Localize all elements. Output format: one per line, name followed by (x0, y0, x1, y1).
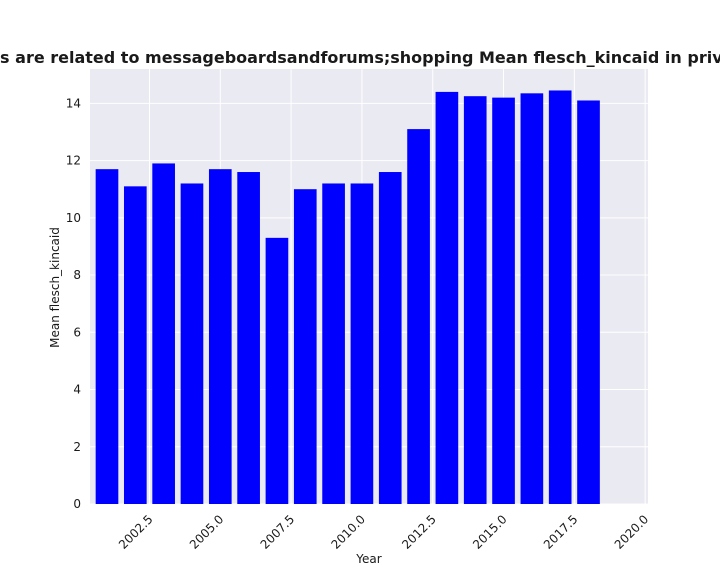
bar-2013 (435, 91, 459, 504)
bar-2003 (152, 163, 175, 504)
x-tick-label: 2005.0 (187, 512, 227, 552)
x-tick-label: 2010.0 (328, 512, 368, 552)
bar-2005 (208, 169, 232, 504)
y-tick-label: 2 (73, 440, 81, 454)
y-tick-label: 14 (66, 96, 81, 110)
y-tick-label: 0 (73, 497, 81, 511)
x-tick-label: 2017.5 (541, 512, 581, 552)
bar-2008 (293, 189, 317, 504)
bar-2011 (378, 172, 402, 505)
x-tick-label: 2007.5 (258, 512, 298, 552)
x-tick-label: 2002.5 (116, 512, 156, 552)
bar-2007 (265, 237, 289, 504)
y-tick-label: 4 (73, 383, 81, 397)
y-axis-label: Mean flesch_kincaid (48, 227, 62, 348)
bar-2010 (350, 183, 374, 504)
bar-2009 (322, 183, 345, 504)
x-tick-label: 2015.0 (470, 512, 510, 552)
chart-title: Categories are related to messageboardsa… (0, 48, 720, 67)
bar-2006 (237, 172, 260, 505)
y-tick-label: 8 (73, 268, 81, 282)
y-tick-label: 10 (66, 211, 81, 225)
bar-2002 (123, 186, 147, 505)
bar-2015 (492, 97, 515, 505)
bar-2012 (407, 129, 430, 504)
x-tick-label: 2012.5 (399, 512, 439, 552)
plot-area-group: 0 2 4 6 8 10 12 14 2002.5 2005.0 2007.5 2010.0 2012.… (66, 69, 652, 552)
x-tick-label: 2020.0 (612, 512, 652, 552)
bar-2018 (577, 100, 600, 505)
bar-2004 (180, 183, 204, 504)
x-axis-label: Year (355, 552, 381, 566)
bar-2017 (548, 90, 572, 505)
y-tick-label: 12 (66, 154, 81, 168)
y-tick-label: 6 (73, 325, 81, 339)
bar-2001 (95, 169, 119, 504)
bar-2014 (463, 96, 487, 504)
bar-2016 (520, 93, 544, 505)
